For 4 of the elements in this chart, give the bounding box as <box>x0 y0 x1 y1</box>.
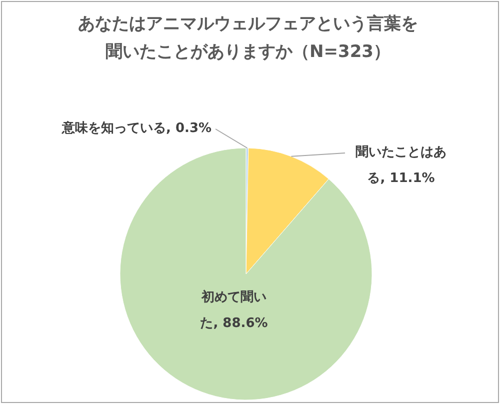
slice-label: 初めて聞いた, 88.6% <box>199 288 269 333</box>
slice-label: 意味を知っている, 0.3% <box>62 120 213 138</box>
chart-title: あなたはアニマルウェルフェアという言葉を聞いたことがありますか（N=323） <box>77 13 419 64</box>
slice-label: 聞いたことはある, 11.1% <box>354 144 448 188</box>
